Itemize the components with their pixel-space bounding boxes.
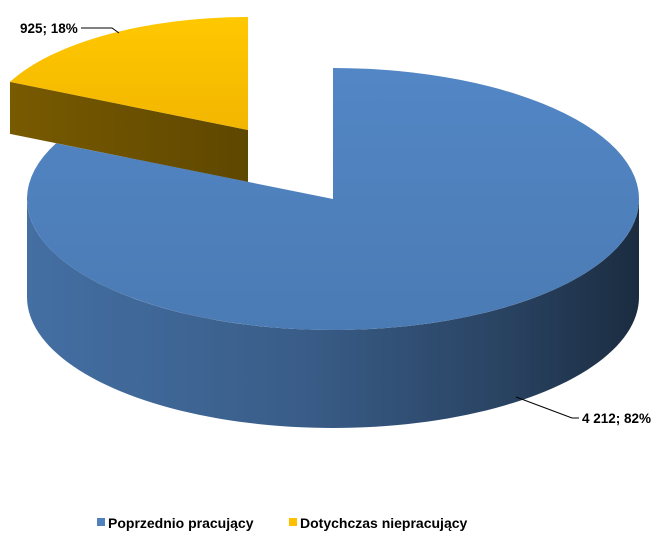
pie-slice-0-side	[27, 199, 639, 428]
legend: Poprzednio pracujący Dotychczas niepracu…	[97, 515, 468, 531]
legend-item-0: Poprzednio pracujący	[97, 515, 254, 531]
data-labels: 4 212; 82% 925; 18%	[20, 21, 651, 426]
pie-slices	[9, 17, 639, 428]
pie-slice-1-cut-face	[9, 81, 249, 182]
leader-line-slice-0	[515, 396, 579, 419]
pie-slice-1-top	[9, 17, 249, 130]
data-label-slice-0: 4 212; 82%	[582, 411, 651, 426]
data-label-slice-1: 925; 18%	[20, 21, 78, 36]
legend-swatch-0	[97, 518, 105, 526]
legend-swatch-1	[289, 518, 297, 526]
legend-label-0: Poprzednio pracujący	[108, 515, 254, 531]
legend-item-1: Dotychczas niepracujący	[289, 515, 468, 531]
pie-slice-1	[9, 17, 249, 182]
legend-label-1: Dotychczas niepracujący	[300, 515, 468, 531]
pie-slice-0-top	[26, 68, 639, 330]
pie-slice-0	[26, 68, 639, 428]
leader-line-slice-1	[81, 27, 120, 34]
